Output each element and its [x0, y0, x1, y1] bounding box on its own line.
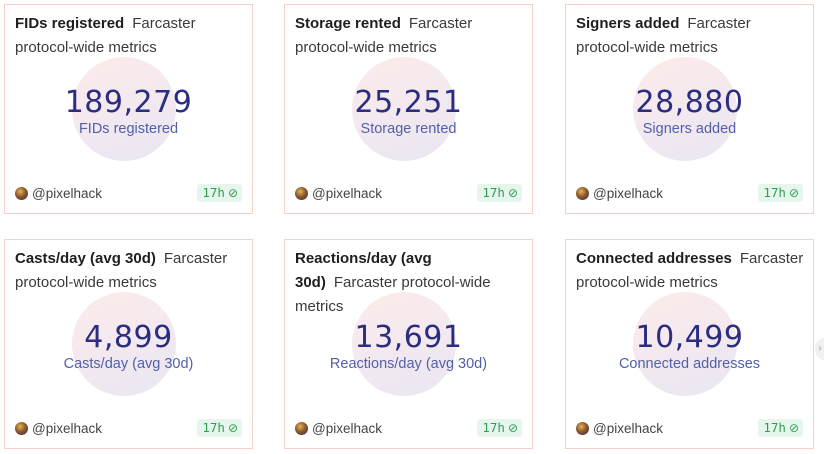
freshness-age: 17h: [482, 420, 505, 435]
metric-label: FIDs registered: [78, 121, 179, 137]
metric-circle: [352, 292, 456, 396]
card-title: Connected addresses: [576, 250, 732, 267]
card-description: Farcaster protocol-wide metrics: [15, 15, 196, 56]
freshness-badge: 17h ⊘: [758, 184, 803, 202]
card-description: Farcaster protocol-wide metrics: [295, 15, 473, 56]
card-header: Connected addresses Farcaster protocol-wi…: [576, 247, 805, 295]
metric-circle: [633, 292, 737, 396]
metric-label: Reactions/day (avg 30d): [329, 356, 488, 372]
metric-label: Storage rented: [360, 121, 457, 137]
card-header: Reactions/day (avg 30d) Farcaster protoco…: [295, 247, 524, 319]
avatar[interactable]: [295, 187, 308, 200]
card-title: Reactions/day (avg 30d): [295, 250, 432, 291]
clock-check-icon: ⊘: [788, 186, 799, 200]
avatar[interactable]: [576, 187, 589, 200]
author-handle[interactable]: @pixelhack: [593, 421, 663, 436]
freshness-age: 17h: [763, 420, 786, 435]
metric-card-connected-addresses[interactable]: Connected addresses Farcaster protocol-wi…: [565, 239, 814, 449]
clock-check-icon: ⊘: [507, 421, 518, 435]
author-handle[interactable]: @pixelhack: [593, 186, 663, 201]
avatar[interactable]: [295, 422, 308, 435]
card-title: Storage rented: [295, 15, 401, 32]
metric-circle: [352, 57, 456, 161]
metric-card-casts-per-day[interactable]: Casts/day (avg 30d) Farcaster protocol-wi…: [4, 239, 253, 449]
clock-check-icon: ⊘: [788, 421, 799, 435]
metric-circle: [72, 57, 176, 161]
card-header: Storage rented Farcaster protocol-wide me…: [295, 12, 524, 60]
author-handle[interactable]: @pixelhack: [32, 421, 102, 436]
author-handle[interactable]: @pixelhack: [312, 186, 382, 201]
metric-value: 28,880: [635, 85, 744, 120]
avatar[interactable]: [576, 422, 589, 435]
card-title: Casts/day (avg 30d): [15, 250, 156, 267]
metric-value: 25,251: [354, 85, 463, 120]
metric-label: Signers added: [642, 121, 737, 137]
card-header: FIDs registered Farcaster protocol-wide m…: [15, 12, 244, 60]
clock-check-icon: ⊘: [227, 421, 238, 435]
metric-circle: [72, 292, 176, 396]
freshness-badge: 17h ⊘: [197, 184, 242, 202]
metric-label: Casts/day (avg 30d): [63, 356, 194, 372]
card-description: Farcaster protocol-wide metrics: [576, 15, 751, 56]
clock-check-icon: ⊘: [507, 186, 518, 200]
metric-card-reactions-per-day[interactable]: Reactions/day (avg 30d) Farcaster protoco…: [284, 239, 533, 449]
card-title: Signers added: [576, 15, 680, 32]
metric-value: 10,499: [635, 320, 744, 355]
freshness-badge: 17h ⊘: [197, 419, 242, 437]
avatar[interactable]: [15, 422, 28, 435]
author-handle[interactable]: @pixelhack: [312, 421, 382, 436]
metric-card-fids-registered[interactable]: FIDs registered Farcaster protocol-wide m…: [4, 4, 253, 214]
card-header: Signers added Farcaster protocol-wide met…: [576, 12, 805, 60]
card-title: FIDs registered: [15, 15, 125, 32]
clock-check-icon: ⊘: [227, 186, 238, 200]
metric-label: Connected addresses: [618, 356, 761, 372]
author-handle[interactable]: @pixelhack: [32, 186, 102, 201]
freshness-badge: 17h ⊘: [477, 184, 522, 202]
freshness-badge: 17h ⊘: [477, 419, 522, 437]
metric-value: 13,691: [354, 320, 463, 355]
card-description: Farcaster protocol-wide metrics: [15, 250, 228, 291]
freshness-age: 17h: [482, 185, 505, 200]
card-description: Farcaster protocol-wide metrics: [576, 250, 804, 291]
metric-circle: [633, 57, 737, 161]
metric-card-signers-added[interactable]: Signers added Farcaster protocol-wide met…: [565, 4, 814, 214]
chevron-right-icon[interactable]: ›: [815, 338, 824, 360]
avatar[interactable]: [15, 187, 28, 200]
metric-value: 189,279: [64, 85, 193, 120]
freshness-badge: 17h ⊘: [758, 419, 803, 437]
freshness-age: 17h: [202, 420, 225, 435]
freshness-age: 17h: [202, 185, 225, 200]
card-description: Farcaster protocol-wide metrics: [295, 274, 491, 315]
metric-card-storage-rented[interactable]: Storage rented Farcaster protocol-wide me…: [284, 4, 533, 214]
freshness-age: 17h: [763, 185, 786, 200]
card-header: Casts/day (avg 30d) Farcaster protocol-wi…: [15, 247, 244, 295]
metric-value: 4,899: [84, 320, 173, 355]
